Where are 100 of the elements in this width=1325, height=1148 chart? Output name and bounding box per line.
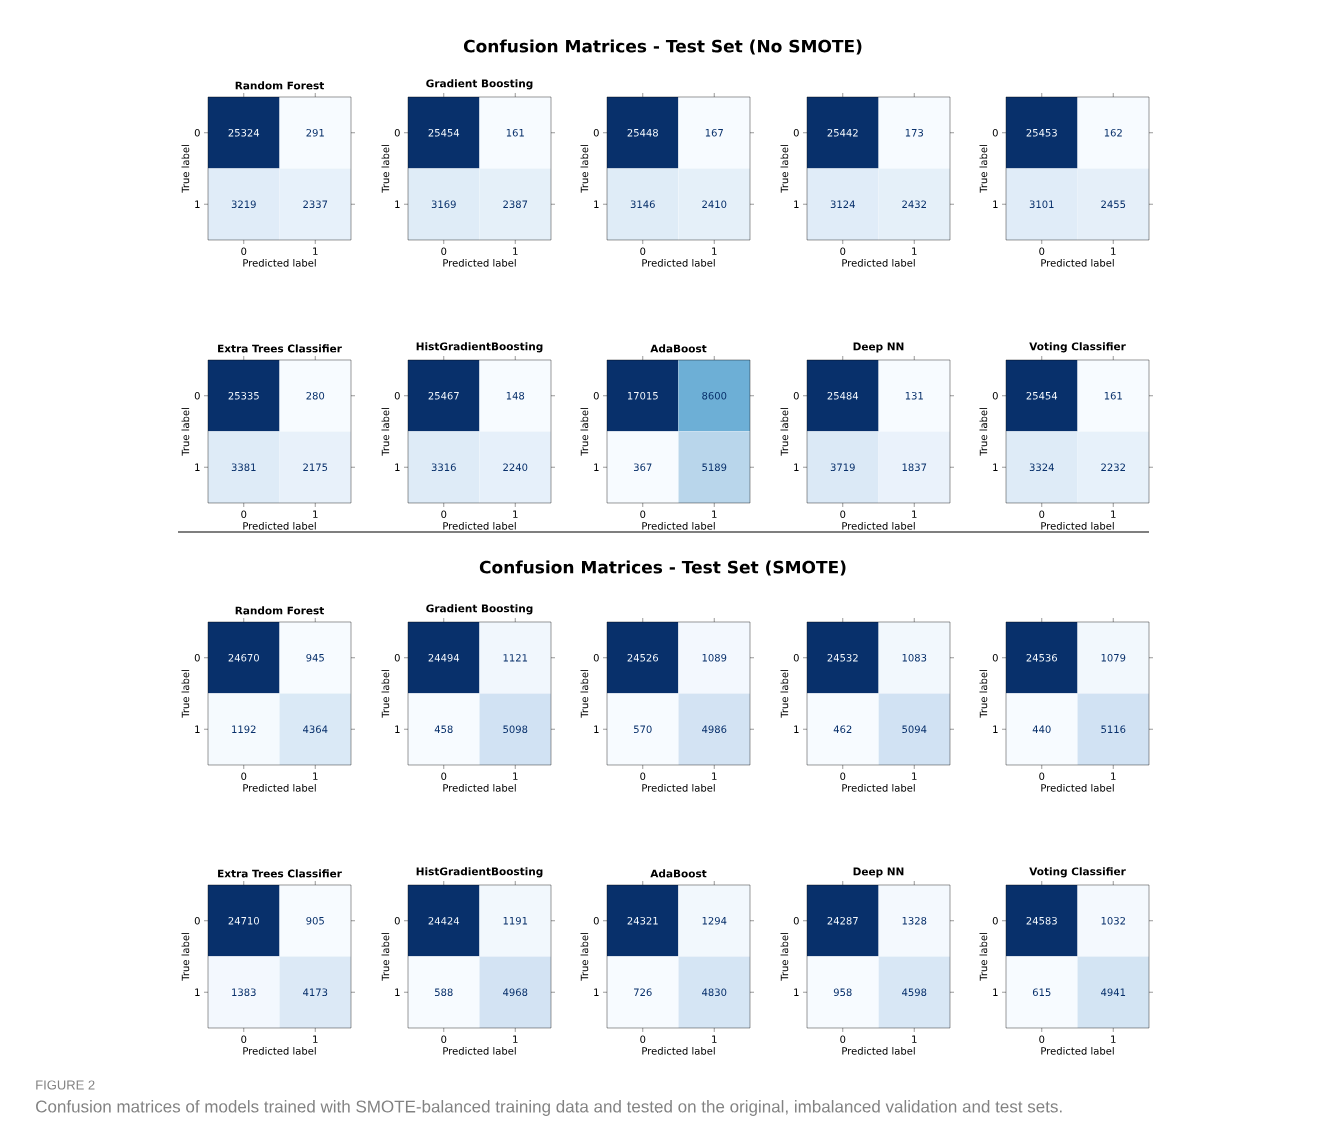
x-tick-label: 0 <box>1039 510 1045 519</box>
data-label: 615 <box>1032 988 1051 997</box>
x-tick-label: 0 <box>1039 1035 1045 1044</box>
y-axis-title: True label <box>580 145 589 193</box>
y-axis-title: True label <box>181 408 190 456</box>
chart-title: Voting Classifier <box>1029 867 1126 878</box>
data-label: 570 <box>633 725 652 734</box>
data-label: 3324 <box>1029 463 1054 472</box>
x-axis-title: Predicted label <box>243 1046 316 1055</box>
x-tick-label: 1 <box>513 510 518 518</box>
chart-title: Voting Classifier <box>1029 342 1126 353</box>
x-axis-title: Predicted label <box>243 521 316 530</box>
y-tick-label: 1 <box>195 988 200 996</box>
data-label: 945 <box>306 653 324 662</box>
text: Confusion matrices of models trained with SMOTE-balanced training data and tested on the original, imbalanced validation and test sets. <box>36 1100 1062 1116</box>
data-label: 2410 <box>702 200 727 209</box>
data-label: 24526 <box>627 653 659 662</box>
x-axis-title: Predicted label <box>243 783 316 792</box>
y-axis-title: True label <box>181 145 190 193</box>
y-tick-label: 1 <box>794 200 799 208</box>
y-axis-title: True label <box>979 145 988 193</box>
x-axis-title: Predicted label <box>642 1046 715 1055</box>
data-label: 1079 <box>1101 653 1126 662</box>
chart-title: Gradient Boosting <box>426 79 533 90</box>
data-label: 4968 <box>503 988 528 997</box>
data-label: 726 <box>634 988 652 997</box>
data-label: 1294 <box>702 916 727 925</box>
x-tick-label: 1 <box>1111 1035 1116 1043</box>
y-tick-label: 0 <box>992 128 998 137</box>
data-label: 173 <box>905 128 923 137</box>
y-tick-label: 1 <box>395 725 400 733</box>
x-tick-label: 1 <box>712 772 717 780</box>
x-axis-title: Predicted label <box>443 258 516 267</box>
data-label: 2387 <box>503 200 528 209</box>
data-label: 1191 <box>503 916 528 925</box>
caption: FIGURE 2 <box>36 1080 95 1090</box>
data-label: 588 <box>434 988 453 997</box>
x-tick-label: 1 <box>712 510 717 518</box>
y-axis-title: True label <box>580 933 589 981</box>
y-axis-title: True label <box>181 933 190 981</box>
data-label: 2175 <box>303 463 328 472</box>
chart-title: Deep NN <box>853 867 904 878</box>
data-label: 25442 <box>827 128 858 137</box>
y-tick-label: 1 <box>395 200 400 208</box>
data-label: 1328 <box>902 916 927 925</box>
x-tick-label: 0 <box>241 772 247 781</box>
x-axis-title: Predicted label <box>1041 521 1114 530</box>
data-label: 1089 <box>702 653 727 662</box>
data-label: 25467 <box>428 391 459 400</box>
data-label: 24494 <box>428 653 460 662</box>
x-tick-label: 0 <box>1039 772 1045 781</box>
data-label: 2337 <box>303 200 328 209</box>
data-label: 3219 <box>231 200 256 209</box>
y-tick-label: 0 <box>593 391 599 400</box>
y-axis-title: True label <box>381 933 390 981</box>
y-axis-title: True label <box>381 145 390 193</box>
data-label: 25324 <box>228 128 260 137</box>
x-axis-title: Predicted label <box>1041 783 1114 792</box>
x-axis-title: Predicted label <box>642 783 715 792</box>
data-label: 291 <box>306 128 324 137</box>
data-label: 458 <box>434 725 453 734</box>
y-axis-title: True label <box>979 933 988 981</box>
y-tick-label: 0 <box>593 128 599 137</box>
x-tick-label: 1 <box>712 247 717 255</box>
data-label: 3719 <box>830 463 855 472</box>
data-label: 24287 <box>827 916 858 925</box>
data-label: 3146 <box>630 200 655 209</box>
x-tick-label: 1 <box>313 510 318 518</box>
y-tick-label: 1 <box>594 725 599 733</box>
x-tick-label: 1 <box>912 1035 917 1043</box>
data-label: 5116 <box>1101 725 1126 734</box>
y-axis-title: True label <box>580 670 589 718</box>
y-tick-label: 1 <box>395 463 400 471</box>
y-tick-label: 1 <box>195 463 200 471</box>
data-label: 440 <box>1032 725 1051 734</box>
data-label: 4173 <box>303 988 328 997</box>
x-tick-label: 1 <box>1111 247 1116 255</box>
x-tick-label: 0 <box>441 1035 447 1044</box>
y-tick-label: 0 <box>194 128 200 137</box>
chart-title: Extra Trees Classifier <box>218 344 342 353</box>
y-tick-label: 0 <box>394 391 400 400</box>
x-axis-title: Predicted label <box>842 783 915 792</box>
x-tick-label: 0 <box>840 772 846 781</box>
data-label: 2232 <box>1101 463 1125 472</box>
x-tick-label: 0 <box>640 510 646 519</box>
data-label: 162 <box>1104 128 1122 137</box>
data-label: 24532 <box>827 653 858 662</box>
data-label: 25484 <box>827 391 859 400</box>
chart-title: Extra Trees Classifier <box>218 869 342 878</box>
x-axis-title: Predicted label <box>642 521 715 530</box>
y-axis-title: True label <box>780 408 789 456</box>
y-tick-label: 1 <box>993 725 998 733</box>
data-label: 958 <box>833 988 852 997</box>
data-label: 1837 <box>902 463 927 472</box>
y-tick-label: 0 <box>793 653 799 662</box>
y-tick-label: 1 <box>195 200 200 208</box>
x-tick-label: 1 <box>1111 772 1116 780</box>
y-tick-label: 1 <box>594 463 599 471</box>
x-axis-title: Predicted label <box>642 258 715 267</box>
x-axis-title: Predicted label <box>842 258 915 267</box>
